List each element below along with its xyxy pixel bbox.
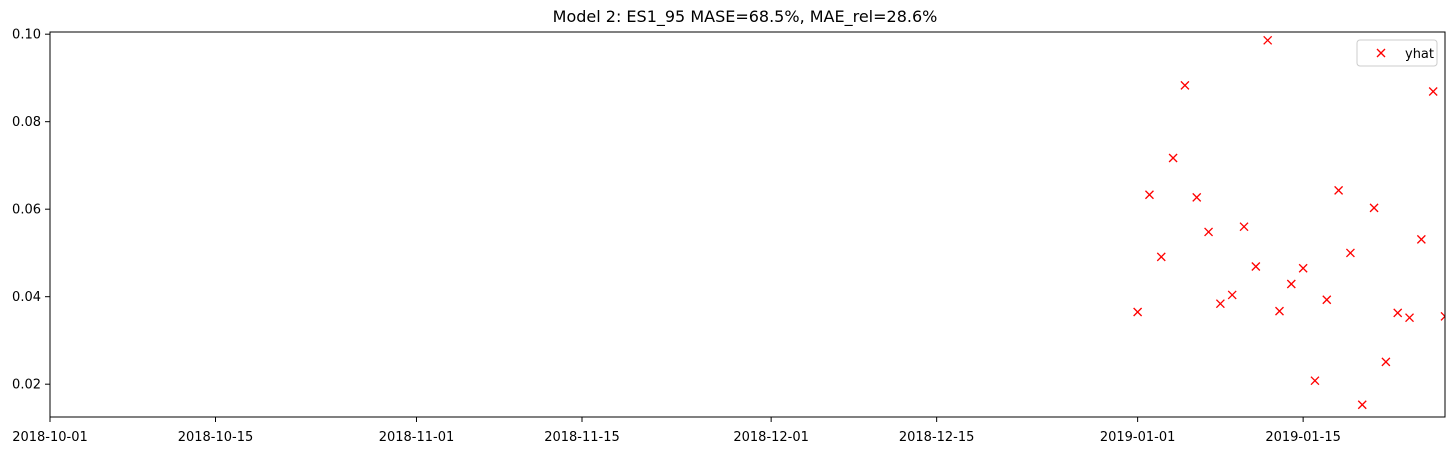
data-point [1393, 308, 1403, 318]
x-tick-label: 2018-12-01 [733, 430, 809, 445]
x-tick-label: 2019-01-01 [1100, 430, 1176, 445]
data-point [1334, 185, 1344, 195]
data-point [1227, 290, 1237, 300]
x-tick-label: 2018-12-15 [899, 430, 975, 445]
y-tick-label: 0.10 [12, 28, 41, 43]
data-point [1345, 248, 1355, 258]
data-point [1251, 262, 1261, 271]
data-point [1156, 252, 1166, 262]
data-point [1275, 306, 1284, 316]
y-tick-label: 0.06 [12, 203, 41, 218]
x-tick-label: 2019-01-15 [1265, 430, 1341, 445]
data-point [1416, 234, 1426, 244]
x-tick-label: 2018-11-15 [544, 430, 620, 445]
x-axis: 2018-10-01 2018-10-15 2018-11-01 2018-11-15… [12, 417, 1341, 445]
data-point [1144, 190, 1154, 200]
data-point [1369, 203, 1379, 213]
data-point [1405, 313, 1414, 323]
legend-marker [1376, 48, 1386, 58]
data-point [1298, 263, 1308, 273]
data-point [1381, 357, 1391, 367]
plot-frame [49, 31, 1446, 418]
data-point [1168, 153, 1178, 163]
y-tick-label: 0.08 [12, 115, 41, 130]
plot-area [1133, 35, 1445, 410]
x-tick-label: 2018-10-01 [12, 430, 88, 445]
data-point [1357, 400, 1367, 410]
data-point [1192, 192, 1202, 202]
legend-box [1356, 39, 1438, 67]
data-point [1428, 87, 1438, 96]
chart-title: Model 2: ES1_95 MASE=68.5%, MAE_rel=28.6… [553, 7, 938, 27]
legend-label: yhat [1405, 47, 1434, 62]
x-tick-label: 2018-11-01 [379, 430, 455, 445]
y-tick-label: 0.02 [12, 378, 41, 393]
x-tick-label: 2018-10-15 [178, 430, 254, 445]
data-point [1263, 35, 1273, 45]
data-point [1322, 295, 1332, 305]
y-axis: 0.02 0.04 0.06 0.08 0.10 [12, 28, 50, 393]
y-tick-label: 0.04 [12, 290, 41, 305]
data-point [1440, 311, 1445, 321]
data-point [1180, 80, 1190, 90]
data-point [1286, 279, 1296, 289]
data-point [1133, 307, 1143, 317]
data-point [1310, 376, 1320, 386]
data-point [1239, 222, 1249, 232]
data-point [1204, 227, 1214, 237]
legend: yhat [1356, 39, 1438, 67]
data-point [1215, 299, 1225, 309]
